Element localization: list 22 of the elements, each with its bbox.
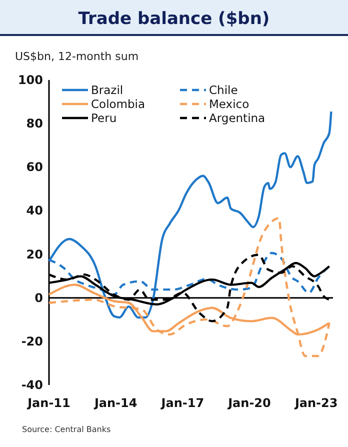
x-tick-label: Jan-11 [26,396,70,410]
y-tick-label: 20 [26,247,43,262]
legend-label: Brazil [91,83,124,97]
y-tick-label: 60 [26,160,43,174]
y-axis-title: US$bn, 12-month sum [15,50,139,63]
legend-label: Argentina [209,111,266,125]
legend-label: Chile [209,83,238,97]
legend-label: Peru [91,111,117,125]
y-tick-label: 0 [34,290,43,305]
y-tick-label: -40 [21,378,43,392]
x-tick-label: Jan-20 [227,396,271,410]
legend-label: Mexico [209,97,250,111]
y-tick-label: 80 [26,116,43,131]
x-tick-label: Jan-17 [160,396,204,410]
y-tick-label: 100 [18,73,43,87]
chart-title: Trade balance ($bn) [78,9,270,29]
y-tick-label: -20 [21,334,43,348]
x-tick-label: Jan-14 [93,396,138,410]
x-tick-label: Jan-23 [294,396,338,410]
legend-label: Colombia [91,97,146,111]
y-tick-label: 40 [26,204,43,218]
source-note: Source: Central Banks [22,425,111,434]
